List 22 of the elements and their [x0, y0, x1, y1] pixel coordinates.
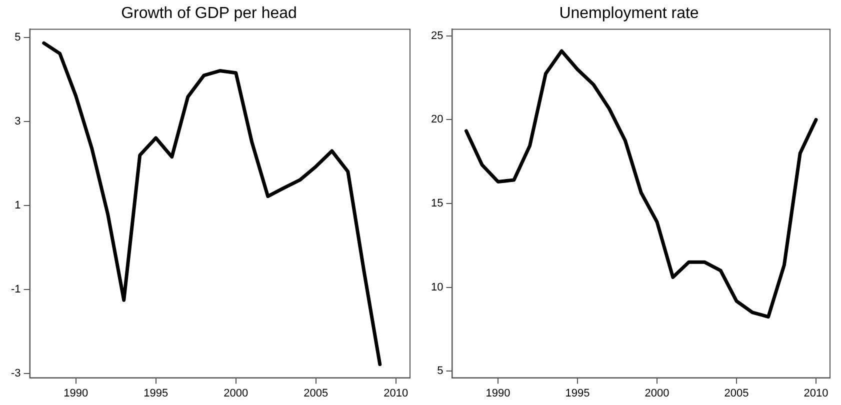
x-tick-label: 2000	[644, 387, 670, 400]
chart-title: Unemployment rate	[559, 5, 699, 22]
y-tick-label: 5	[437, 365, 444, 378]
y-tick-label: 20	[430, 114, 444, 126]
x-tick-label: 1995	[144, 387, 168, 400]
x-tick-label: 2005	[724, 387, 749, 400]
y-tick-label: 3	[14, 116, 21, 128]
y-tick-label: 1	[14, 200, 21, 212]
y-tick-label: -3	[11, 368, 21, 380]
x-tick-label: 2010	[804, 387, 828, 400]
y-tick-label: -1	[11, 284, 21, 296]
y-tick-label: 5	[14, 32, 21, 44]
x-tick-label: 1990	[64, 387, 88, 400]
x-tick-label: 1995	[565, 387, 590, 400]
y-tick-label: 25	[430, 30, 444, 42]
chart-title: Growth of GDP per head	[121, 5, 297, 22]
x-tick-label: 2010	[384, 387, 408, 400]
x-tick-label: 2005	[304, 387, 328, 400]
y-tick-label: 10	[430, 281, 444, 294]
y-tick-label: 15	[430, 198, 444, 210]
x-tick-label: 1990	[486, 387, 510, 400]
x-tick-label: 2000	[224, 387, 248, 400]
